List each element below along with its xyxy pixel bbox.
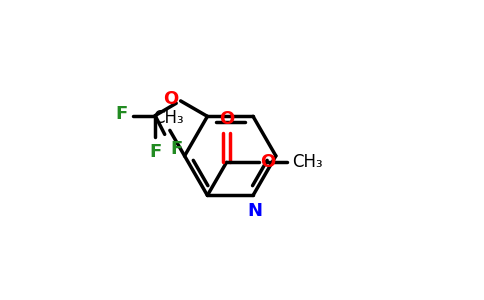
Text: F: F xyxy=(170,140,183,158)
Text: CH₃: CH₃ xyxy=(153,109,184,127)
Text: O: O xyxy=(163,90,178,108)
Text: F: F xyxy=(149,143,161,161)
Text: N: N xyxy=(247,202,262,220)
Text: O: O xyxy=(260,153,276,171)
Text: F: F xyxy=(115,105,127,123)
Text: CH₃: CH₃ xyxy=(292,153,322,171)
Text: O: O xyxy=(219,110,234,128)
